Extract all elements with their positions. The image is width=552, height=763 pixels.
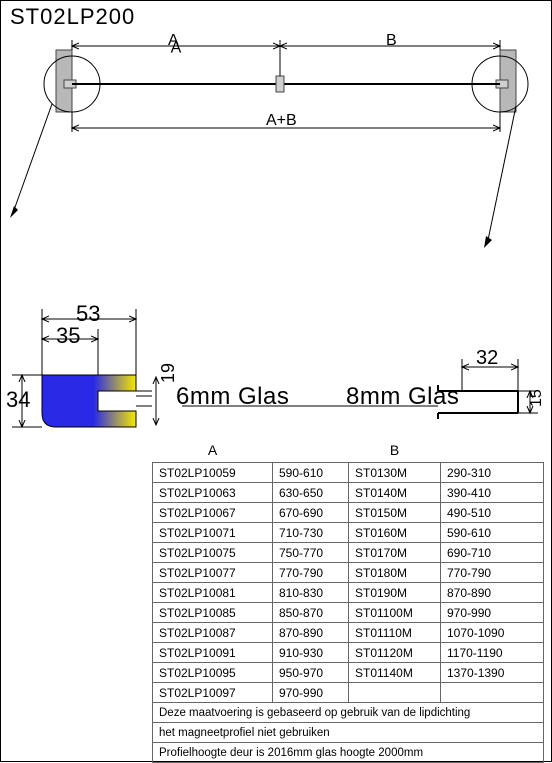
cell-a-range: 850-870 bbox=[273, 603, 349, 623]
table-row: ST02LP10071710-730ST0160M590-610 bbox=[153, 523, 544, 543]
table-row: ST02LP10087870-890ST01110M1070-1090 bbox=[153, 623, 544, 643]
cell-b-range: 970-990 bbox=[441, 603, 544, 623]
cell-a-range: 630-650 bbox=[273, 483, 349, 503]
cell-b-code: ST0160M bbox=[349, 523, 441, 543]
cell-a-code: ST02LP10077 bbox=[153, 563, 273, 583]
note-1: Deze maatvoering is gebaseerd op gebruik… bbox=[153, 703, 544, 723]
cell-b-code: ST0180M bbox=[349, 563, 441, 583]
dim-label-a: A bbox=[168, 32, 179, 50]
glass-8mm-label: 8mm Glas bbox=[346, 383, 459, 411]
cell-b-code: ST01110M bbox=[349, 623, 441, 643]
cell-b-code: ST01100M bbox=[349, 603, 441, 623]
table-row: ST02LP10097970-990 bbox=[153, 683, 544, 703]
cell-a-range: 950-970 bbox=[273, 663, 349, 683]
cell-b-code: ST0140M bbox=[349, 483, 441, 503]
cell-a-range: 590-610 bbox=[273, 463, 349, 483]
table-row: ST02LP10085850-870ST01100M970-990 bbox=[153, 603, 544, 623]
cell-b-range bbox=[441, 683, 544, 703]
cell-b-code: ST01120M bbox=[349, 643, 441, 663]
table-row: ST02LP10075750-770ST0170M690-710 bbox=[153, 543, 544, 563]
cell-a-range: 870-890 bbox=[273, 623, 349, 643]
cell-b-range: 290-310 bbox=[441, 463, 544, 483]
cell-b-range: 590-610 bbox=[441, 523, 544, 543]
cell-b-range: 490-510 bbox=[441, 503, 544, 523]
table-row: ST02LP10063630-650ST0140M390-410 bbox=[153, 483, 544, 503]
cell-b-code: ST0190M bbox=[349, 583, 441, 603]
cell-a-range: 810-830 bbox=[273, 583, 349, 603]
dim-34: 34 bbox=[6, 387, 30, 413]
table-header-a: A bbox=[153, 440, 273, 463]
cell-a-code: ST02LP10085 bbox=[153, 603, 273, 623]
cell-a-range: 970-990 bbox=[273, 683, 349, 703]
cell-a-code: ST02LP10063 bbox=[153, 483, 273, 503]
cell-b-range: 690-710 bbox=[441, 543, 544, 563]
cell-a-range: 750-770 bbox=[273, 543, 349, 563]
cell-a-code: ST02LP10095 bbox=[153, 663, 273, 683]
note-3: Profielhoogte deur is 2016mm glas hoogte… bbox=[153, 743, 544, 763]
cell-a-code: ST02LP10081 bbox=[153, 583, 273, 603]
dim-35: 35 bbox=[56, 323, 80, 349]
cell-b-range: 1070-1090 bbox=[441, 623, 544, 643]
dim-label-ab: A+B bbox=[266, 112, 297, 130]
table-row: ST02LP10077770-790ST0180M770-790 bbox=[153, 563, 544, 583]
cell-a-code: ST02LP10059 bbox=[153, 463, 273, 483]
cell-b-range: 770-790 bbox=[441, 563, 544, 583]
dim-label-b: B bbox=[386, 32, 397, 50]
table-row: ST02LP10067670-690ST0150M490-510 bbox=[153, 503, 544, 523]
glass-6mm-label: 6mm Glas bbox=[176, 383, 289, 411]
cell-a-range: 910-930 bbox=[273, 643, 349, 663]
product-title: ST02LP200 bbox=[10, 4, 135, 30]
cell-a-code: ST02LP10087 bbox=[153, 623, 273, 643]
table-row: ST02LP10095950-970ST01140M1370-1390 bbox=[153, 663, 544, 683]
table-row: ST02LP10081810-830ST0190M870-890 bbox=[153, 583, 544, 603]
cell-b-code: ST01140M bbox=[349, 663, 441, 683]
cell-b-range: 870-890 bbox=[441, 583, 544, 603]
table-row: ST02LP10059590-610ST0130M290-310 bbox=[153, 463, 544, 483]
top-schematic-svg: A bbox=[8, 40, 544, 280]
cell-a-code: ST02LP10091 bbox=[153, 643, 273, 663]
profile-area: 53 35 34 19 32 15 6mm Glas 8mm Glas bbox=[8, 305, 544, 440]
dim-32: 32 bbox=[476, 347, 498, 370]
cell-a-code: ST02LP10067 bbox=[153, 503, 273, 523]
table-header-b: B bbox=[349, 440, 441, 463]
cell-b-code: ST0170M bbox=[349, 543, 441, 563]
dim-19: 19 bbox=[158, 363, 179, 383]
cell-a-range: 670-690 bbox=[273, 503, 349, 523]
dim-table: A B ST02LP10059590-610ST0130M290-310ST02… bbox=[152, 440, 544, 763]
cell-b-range: 390-410 bbox=[441, 483, 544, 503]
cell-b-range: 1370-1390 bbox=[441, 663, 544, 683]
cell-a-range: 770-790 bbox=[273, 563, 349, 583]
cell-b-code: ST0130M bbox=[349, 463, 441, 483]
dim-15: 15 bbox=[528, 389, 546, 407]
cell-a-code: ST02LP10071 bbox=[153, 523, 273, 543]
cell-a-range: 710-730 bbox=[273, 523, 349, 543]
table-row: ST02LP10091910-930ST01120M1170-1190 bbox=[153, 643, 544, 663]
cell-a-code: ST02LP10097 bbox=[153, 683, 273, 703]
cell-a-code: ST02LP10075 bbox=[153, 543, 273, 563]
cell-b-code: ST0150M bbox=[349, 503, 441, 523]
note-2: het magneetprofiel niet gebruiken bbox=[153, 723, 544, 743]
cell-b-code bbox=[349, 683, 441, 703]
cell-b-range: 1170-1190 bbox=[441, 643, 544, 663]
top-schematic: A A B A+B bbox=[8, 40, 544, 280]
dimensions-table: A B ST02LP10059590-610ST0130M290-310ST02… bbox=[152, 440, 544, 763]
